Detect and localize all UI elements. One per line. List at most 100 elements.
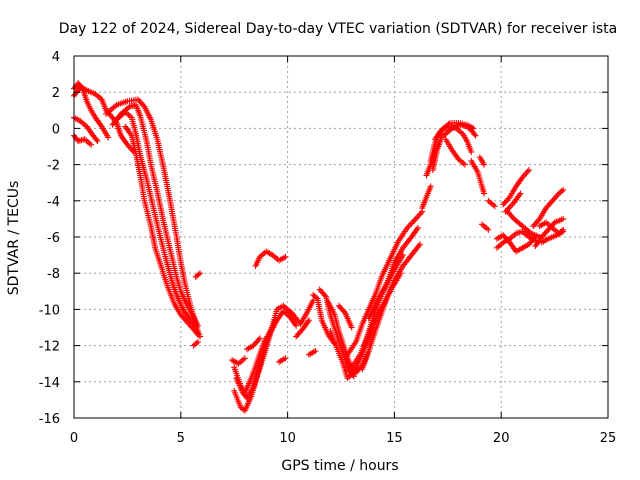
x-tick-label: 0 (70, 431, 78, 446)
series-arc-29 (365, 252, 406, 322)
data-point (491, 203, 498, 210)
data-point (190, 319, 197, 326)
series-arc-9 (192, 270, 204, 280)
data-point (194, 338, 201, 345)
data-point (250, 342, 257, 349)
series-arc-13 (233, 297, 317, 402)
series-arc-38 (478, 221, 492, 233)
data-point (177, 311, 184, 318)
data-point (241, 355, 248, 362)
data-point (524, 168, 531, 175)
data-point (305, 317, 312, 324)
series-arc-23 (335, 302, 355, 331)
y-tick-label: -16 (39, 412, 60, 427)
data-point (317, 287, 324, 294)
data-point (105, 134, 112, 141)
series-arc-48 (538, 228, 567, 246)
data-point (417, 241, 424, 248)
data-point (124, 141, 131, 148)
data-point (470, 125, 477, 132)
data-point (531, 221, 538, 228)
data-point (338, 305, 345, 312)
y-axis-label: SDTVAR / TECUs (6, 181, 22, 296)
data-point (472, 132, 479, 139)
y-tick-label: -6 (47, 231, 60, 246)
data-point (520, 172, 527, 179)
data-point (397, 270, 404, 277)
data-point (481, 161, 488, 168)
data-point (505, 210, 512, 217)
series-arc-44 (504, 208, 543, 240)
data-point (523, 169, 530, 176)
data-point (191, 321, 198, 328)
data-point (538, 234, 545, 240)
data-point (296, 329, 303, 336)
data-point (560, 215, 567, 222)
data-point (187, 316, 194, 323)
data-point (550, 196, 557, 203)
series-arc-7 (113, 109, 199, 329)
data-point (252, 339, 259, 346)
series-arc-46 (532, 215, 567, 250)
series-arc-2 (71, 114, 101, 145)
data-point (507, 211, 514, 218)
data-point (554, 192, 561, 199)
data-point (193, 340, 200, 347)
data-point (182, 317, 189, 324)
series-arc-3 (71, 80, 112, 141)
data-point (500, 201, 507, 208)
data-point (461, 161, 468, 168)
data-point (293, 322, 300, 329)
data-point (138, 100, 145, 107)
data-point (535, 217, 542, 224)
data-point (525, 241, 532, 248)
data-point (504, 208, 511, 215)
data-point (505, 205, 512, 212)
series-arc-35 (442, 136, 468, 168)
y-tick-label: 0 (52, 122, 60, 137)
data-point (517, 190, 524, 197)
data-point (320, 290, 327, 297)
series-arc-34 (431, 119, 477, 143)
data-point (543, 205, 550, 212)
data-point (321, 292, 328, 299)
data-point (192, 322, 199, 329)
data-point (560, 186, 567, 193)
series-arc-39 (485, 197, 498, 210)
data-point (560, 228, 567, 235)
series-arc-45 (530, 186, 567, 230)
x-tick-label: 15 (386, 431, 403, 446)
data-point (313, 294, 320, 301)
data-point (504, 197, 511, 204)
data-point (481, 190, 488, 197)
data-point (94, 138, 101, 145)
axis-ticks: 0 5 10 15 20 25 -16 -14 -12 -10 -8 -6 -4 -2 0 2 4 (39, 50, 617, 446)
data-point (468, 148, 475, 155)
data-point (282, 253, 289, 260)
data-point (251, 341, 258, 348)
series-arc-18 (293, 317, 312, 340)
data-point (78, 84, 85, 91)
series-arc-43 (502, 190, 524, 215)
data-point (415, 213, 422, 220)
chart-title: Day 122 of 2024, Sidereal Day-to-day VTE… (59, 21, 617, 37)
data-point (505, 195, 512, 202)
data-point (136, 97, 143, 104)
data-point (186, 315, 193, 322)
data-point (502, 198, 509, 205)
data-point (186, 321, 193, 328)
data-point (180, 314, 187, 321)
data-point (545, 202, 552, 209)
data-point (532, 220, 539, 227)
data-point (125, 104, 132, 111)
data-point (544, 203, 551, 210)
data-point (339, 307, 346, 314)
series-arc-19 (310, 291, 338, 347)
data-point (545, 226, 552, 233)
data-point (411, 217, 418, 224)
data-point (529, 236, 536, 243)
y-tick-label: 2 (52, 86, 60, 101)
data-point (485, 226, 492, 233)
data-point (500, 232, 507, 239)
data-point (546, 200, 553, 207)
